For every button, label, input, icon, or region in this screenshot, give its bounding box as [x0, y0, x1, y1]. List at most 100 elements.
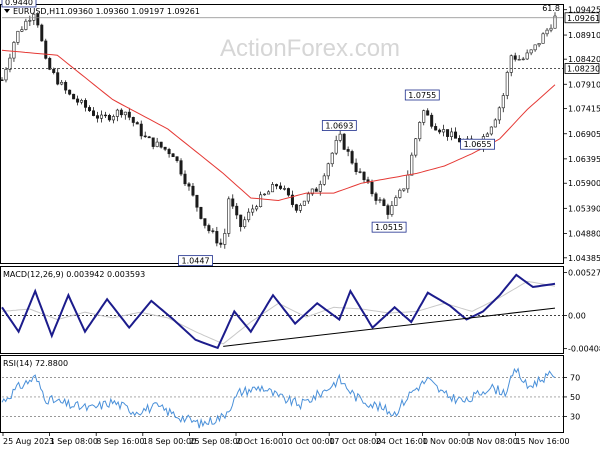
candle-body: [350, 151, 354, 164]
time-tick-label: 10 Oct 00:00: [283, 437, 335, 446]
candle-body: [72, 93, 76, 100]
price-tick-label: 1.08910: [568, 31, 600, 40]
candle-body: [505, 72, 509, 96]
price-tick-label: 1.05900: [568, 179, 600, 188]
candle-body: [68, 89, 72, 95]
candle-body: [56, 72, 60, 85]
candle-body: [390, 205, 394, 215]
corner-label: 61.8: [542, 4, 560, 13]
candle-body: [418, 122, 422, 140]
candle-body: [191, 185, 195, 196]
candle-body: [4, 69, 8, 81]
candle-body: [88, 107, 92, 112]
price-label-box: [371, 221, 407, 233]
price-tick-label: 1.05390: [568, 204, 600, 213]
candle-body: [286, 188, 290, 196]
time-tick-label: 17 Oct 08:00: [329, 437, 381, 446]
candle-body: [20, 29, 24, 32]
reference-level-value: 1.08230: [567, 65, 600, 74]
price-tick-label: 1.04880: [568, 229, 600, 238]
candle-body: [12, 42, 16, 59]
candle-body: [525, 52, 529, 60]
price-tick-label: 1.08420: [568, 55, 600, 64]
time-tick-label: 15 Nov 16:00: [516, 437, 570, 446]
candle-body: [207, 225, 211, 232]
candle-body: [175, 156, 179, 161]
candle-body: [362, 171, 366, 181]
candle-body: [322, 175, 326, 185]
candle-body: [64, 81, 68, 91]
reference-level-tag: 1.08230: [564, 63, 600, 74]
candle-body: [147, 136, 151, 139]
candle-body: [346, 149, 350, 152]
candle-body: [92, 110, 96, 116]
candle-body: [239, 214, 243, 228]
candle-body: [127, 111, 131, 118]
rsi-tick-label: 50: [570, 393, 580, 402]
candle-body: [386, 205, 390, 215]
price-annotations: 0.9440 1.0447 1.0693 1.0515 1.0755 1.0655: [1, 0, 495, 267]
candle-body: [263, 193, 267, 196]
candle-body: [227, 198, 231, 234]
candle-body: [139, 123, 143, 137]
candle-body: [314, 188, 318, 192]
candle-body: [302, 200, 306, 206]
candle-body: [394, 197, 398, 206]
candle-body: [334, 140, 338, 154]
candle-body: [255, 206, 259, 210]
current-price-tag: 1.09261: [564, 12, 600, 24]
candle-body: [267, 191, 271, 195]
candle-body: [0, 79, 4, 81]
candle-body: [358, 171, 362, 173]
candle-body: [251, 208, 255, 213]
candle-body: [282, 188, 286, 190]
price-label-box: [321, 120, 357, 131]
candle-body: [378, 199, 382, 201]
candle-body: [123, 111, 127, 116]
candle-body: [338, 133, 342, 141]
price-label-box: [460, 138, 495, 150]
candle-body: [354, 162, 358, 173]
time-tick-label: 8 Sep 16:00: [96, 437, 144, 446]
rsi-title: RSI(14) 72.8800: [3, 359, 68, 368]
candle-body: [183, 173, 187, 185]
candle-body: [318, 183, 322, 192]
candle-body: [24, 20, 28, 30]
candle-body: [442, 129, 446, 133]
price-label-text: 1.0755: [408, 91, 436, 100]
symbol-label: EURUSD,H1: [13, 7, 60, 16]
price-tick-label: 1.07415: [568, 105, 600, 114]
candle-body: [135, 122, 139, 125]
candle-body: [80, 100, 84, 103]
rsi-y-axis: 70 50 30: [563, 373, 580, 421]
candle-body: [489, 126, 493, 135]
rsi-panel-frame: [0, 355, 564, 433]
time-tick-label: 24 Oct 16:00: [376, 437, 428, 446]
candle-body: [422, 110, 426, 123]
candle-body: [143, 135, 147, 138]
candle-body: [171, 153, 175, 158]
candle-body: [231, 198, 235, 207]
candle-body: [119, 109, 123, 116]
candle-body: [509, 55, 513, 73]
rsi-tick-label: 70: [570, 373, 580, 382]
price-y-axis: 1.09425 1.08910 1.08420 1.07910 1.07415 1.069…: [563, 6, 600, 263]
candle-body: [549, 27, 553, 31]
candle-body: [529, 49, 533, 54]
candle-body: [537, 43, 541, 46]
candle-body: [28, 19, 32, 22]
candle-body: [111, 116, 115, 121]
candle-body: [103, 114, 107, 117]
candle-body: [155, 141, 159, 147]
candle-body: [306, 193, 310, 202]
candle-body: [40, 24, 44, 42]
candle-body: [52, 69, 56, 73]
macd-tick-label: -0.004087: [568, 345, 600, 354]
candle-body: [426, 110, 430, 116]
price-tick-label: 1.06395: [568, 155, 600, 164]
candle-body: [36, 13, 40, 26]
candle-body: [541, 33, 545, 44]
watermark: ActionForex.com: [220, 35, 400, 62]
candle-body: [219, 242, 223, 245]
